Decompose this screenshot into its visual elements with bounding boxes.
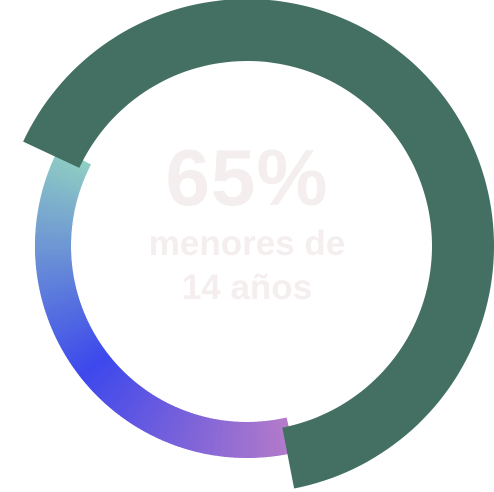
- gradient-slice-segment: [65, 336, 99, 360]
- gradient-slice-segment: [72, 345, 105, 372]
- gradient-slice-segment: [96, 370, 126, 400]
- gradient-slice-segment: [70, 343, 104, 369]
- gradient-slice-segment: [122, 388, 148, 422]
- gradient-slice-segment: [91, 365, 122, 395]
- gradient-slice-segment: [106, 377, 135, 409]
- gradient-slice-segment: [87, 361, 118, 390]
- gradient-slice-segment: [117, 385, 144, 418]
- gradient-slice: [35, 147, 295, 459]
- gradient-slice-segment: [82, 357, 114, 385]
- gradient-slice-segment: [114, 383, 141, 415]
- gradient-slice-segment: [101, 374, 130, 405]
- gradient-slice-segment: [74, 348, 107, 374]
- gradient-slice-segment: [109, 379, 137, 411]
- gradient-slice-segment: [99, 372, 128, 402]
- gradient-slice-segment: [85, 359, 116, 388]
- gradient-slice-segment: [104, 375, 132, 407]
- gradient-slice-segment: [111, 381, 139, 413]
- gradient-slice-segment: [94, 368, 124, 398]
- gradient-slice-segment: [66, 338, 100, 363]
- gradient-slice-segment: [78, 352, 111, 380]
- gradient-slice-segment: [63, 333, 97, 357]
- gradient-slice-segment: [119, 386, 146, 420]
- gradient-slice-segment: [76, 350, 109, 377]
- gradient-slice-segment: [68, 341, 102, 366]
- gradient-slice-segment: [80, 355, 112, 382]
- gradient-slice-segment: [125, 390, 151, 423]
- gradient-slice-segment: [89, 363, 120, 393]
- slice-65-percent: [23, 0, 494, 489]
